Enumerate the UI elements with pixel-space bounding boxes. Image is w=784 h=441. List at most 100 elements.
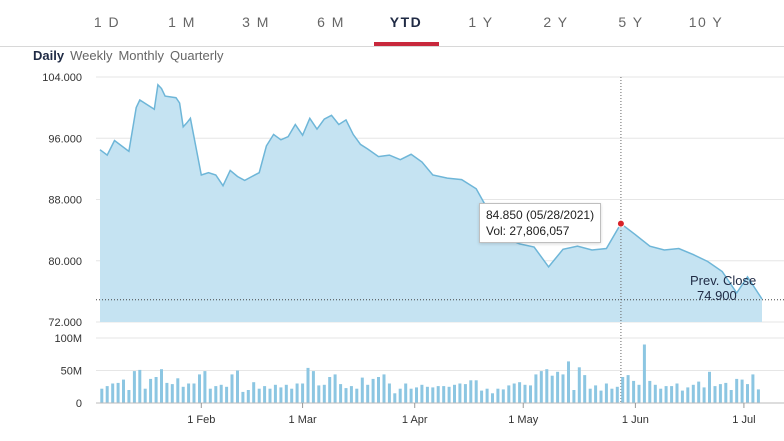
range-tab-5y[interactable]: 5 Y <box>618 14 644 30</box>
volume-bar <box>686 387 690 403</box>
volume-bar <box>572 390 576 403</box>
volume-bar <box>404 383 408 403</box>
volume-bar <box>436 386 440 403</box>
price-tick-label: 72.000 <box>48 317 82 329</box>
volume-bar <box>518 382 522 403</box>
range-tab-6m[interactable]: 6 M <box>317 14 345 30</box>
volume-bar <box>122 379 125 403</box>
prev-close-title: Prev. Close <box>690 273 757 288</box>
volume-bar <box>648 380 652 403</box>
date-tick-label: 1 Mar <box>289 414 317 426</box>
volume-bar <box>463 384 467 403</box>
volume-bar <box>431 387 435 403</box>
price-area <box>100 84 762 322</box>
range-tab-1y[interactable]: 1 Y <box>468 14 494 30</box>
range-tab-ytd[interactable]: YTD <box>389 14 423 30</box>
volume-bar <box>425 386 429 404</box>
volume-bar <box>751 374 755 403</box>
volume-bar <box>735 378 739 403</box>
date-axis: 1 Feb 1 Mar 1 Apr 1 May 1 Jun 1 Jul <box>187 403 756 426</box>
volume-bar <box>160 369 163 403</box>
volume-bar <box>529 385 532 403</box>
volume-bar <box>279 387 283 403</box>
volume-bar <box>577 367 581 404</box>
volume-bar <box>550 375 554 403</box>
period-quarterly[interactable]: Quarterly <box>170 48 224 63</box>
volume-bar <box>588 388 592 403</box>
tooltip-price: 84.850 (05/28/2021) <box>486 208 595 222</box>
volume-bar <box>230 374 234 403</box>
volume-bar <box>610 388 614 403</box>
volume-bar <box>371 378 375 403</box>
volume-bar <box>225 386 229 404</box>
volume-bar <box>724 382 728 403</box>
volume-bar <box>387 383 391 403</box>
volume-bar <box>507 385 511 403</box>
volume-bar <box>355 388 359 403</box>
volume-bar <box>181 386 185 404</box>
range-tab-1m[interactable]: 1 M <box>168 14 196 30</box>
volume-bar <box>198 374 201 403</box>
period-monthly[interactable]: Monthly <box>118 48 164 63</box>
volume-bar <box>349 386 353 403</box>
volume-bar <box>398 388 402 403</box>
tooltip-volume: Vol: 27,806,057 <box>486 224 570 238</box>
range-tabs: 1 D 1 M 3 M 6 M YTD 1 Y 2 Y 5 Y 10 Y <box>0 0 784 47</box>
highlight-marker <box>616 219 625 228</box>
volume-gridlines <box>96 337 784 371</box>
volume-bar <box>469 380 473 404</box>
range-tab-2y[interactable]: 2 Y <box>543 14 569 30</box>
volume-bar <box>718 384 722 403</box>
range-tab-3m[interactable]: 3 M <box>242 14 270 30</box>
volume-bar <box>263 386 267 403</box>
date-tick-label: 1 Feb <box>187 414 215 426</box>
volume-bar <box>284 384 288 403</box>
volume-bar <box>453 384 456 403</box>
volume-bar <box>208 388 212 403</box>
volume-tick-label: 50M <box>61 366 82 378</box>
volume-bar <box>697 381 701 403</box>
volume-tick-label: 100M <box>54 333 82 345</box>
volume-bar <box>594 385 598 403</box>
period-weekly[interactable]: Weekly <box>70 48 113 63</box>
volume-bar <box>626 375 630 403</box>
period-daily[interactable]: Daily <box>33 48 65 63</box>
volume-bar <box>621 377 625 403</box>
volume-bar <box>105 386 109 403</box>
volume-bar <box>273 384 277 403</box>
date-tick-label: 1 Apr <box>402 414 428 426</box>
volume-bar <box>415 387 418 403</box>
volume-bars <box>100 344 760 404</box>
volume-bar <box>523 384 527 403</box>
volume-bar <box>545 369 549 403</box>
volume-bar <box>301 383 305 403</box>
volume-bar <box>257 388 261 403</box>
volume-bar <box>442 386 446 403</box>
volume-bar <box>366 384 370 403</box>
price-line <box>99 83 763 300</box>
volume-bar <box>393 393 397 404</box>
range-tab-10y[interactable]: 10 Y <box>688 14 724 30</box>
volume-bar <box>659 388 663 403</box>
range-tab-1d[interactable]: 1 D <box>93 14 121 30</box>
price-tick-label: 104.000 <box>42 72 82 84</box>
volume-bar <box>501 389 505 403</box>
volume-bar <box>713 386 717 403</box>
volume-axis-labels: 100M 50M 0 <box>54 333 82 410</box>
volume-bar <box>458 383 462 403</box>
date-tick-label: 1 Jul <box>732 414 755 426</box>
volume-bar <box>192 383 196 403</box>
period-selector: Daily Weekly Monthly Quarterly <box>33 48 229 63</box>
volume-bar <box>165 382 169 403</box>
volume-bar <box>333 374 337 403</box>
volume-bar <box>203 371 207 403</box>
volume-bar <box>680 390 684 403</box>
volume-bar <box>583 375 587 403</box>
volume-bar <box>268 388 272 403</box>
date-tick-label: 1 Jun <box>622 414 649 426</box>
volume-bar <box>637 384 641 403</box>
volume-bar <box>480 390 484 403</box>
volume-bar <box>534 374 538 403</box>
active-range-indicator <box>374 42 439 46</box>
